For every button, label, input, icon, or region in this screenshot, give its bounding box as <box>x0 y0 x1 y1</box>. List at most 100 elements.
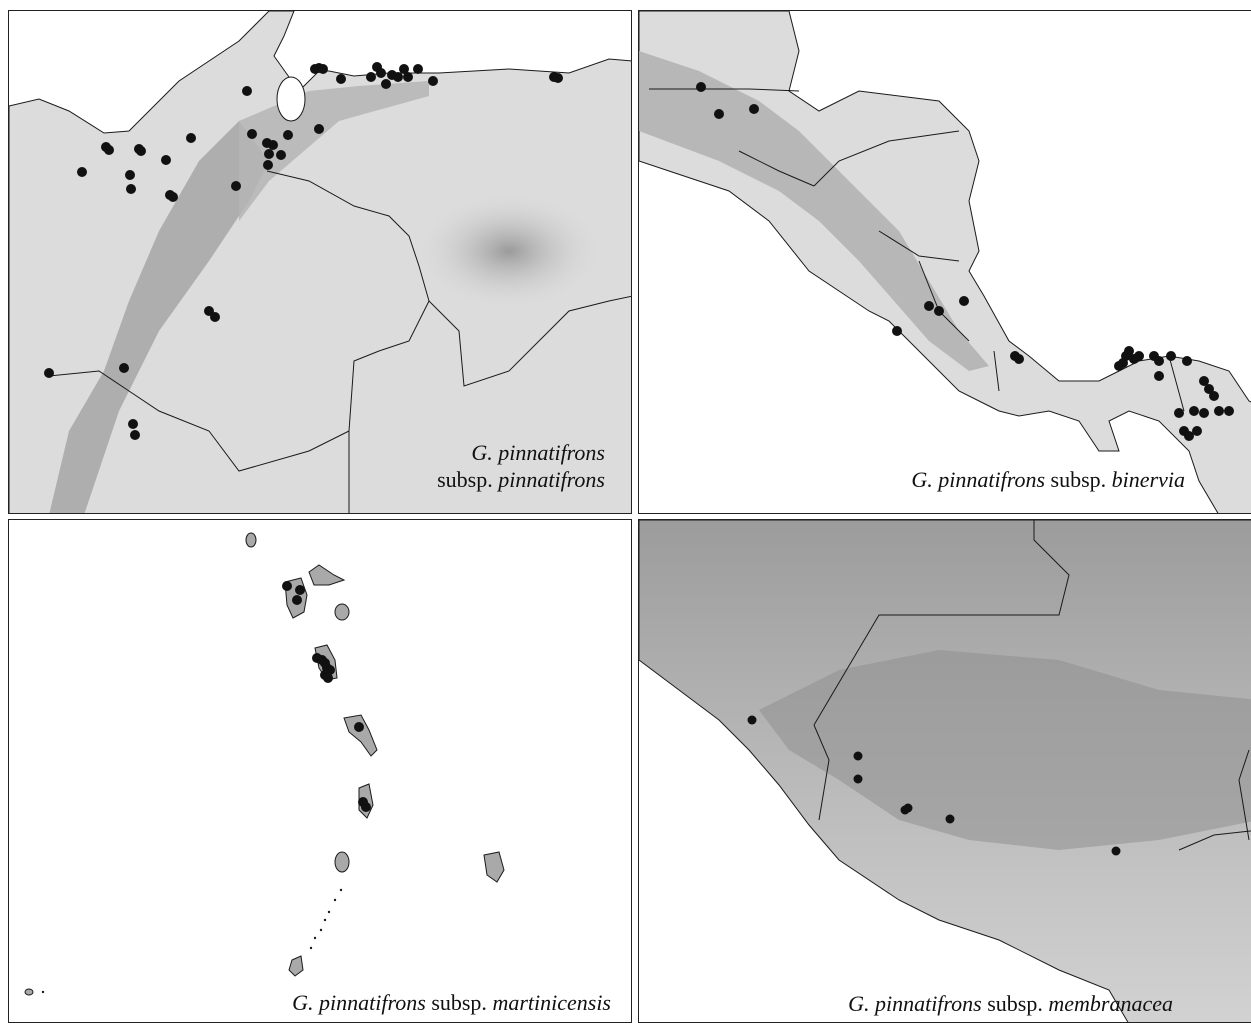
occurrence-dot <box>1192 426 1202 436</box>
occurrence-dot <box>247 129 257 139</box>
occurrence-dot <box>381 79 391 89</box>
occurrence-dot <box>376 68 386 78</box>
map-panel-martinicensis: G. pinnatifrons subsp. martinicensis <box>8 519 632 1023</box>
map-svg <box>639 520 1251 1022</box>
island <box>334 603 350 621</box>
map-caption: G. pinnatifrons subsp. binervia <box>911 466 1185 493</box>
occurrence-dot <box>1189 406 1199 416</box>
island <box>308 564 346 586</box>
map-svg <box>639 11 1251 513</box>
taxon-rank: subsp. <box>987 991 1043 1016</box>
occurrence-dot <box>264 149 274 159</box>
occurrence-records <box>282 581 371 812</box>
occurrence-dot <box>853 751 863 761</box>
island <box>343 714 378 757</box>
occurrence-dot <box>413 64 423 74</box>
occurrence-dot <box>1209 391 1219 401</box>
occurrence-dot <box>959 296 969 306</box>
occurrence-dot <box>128 419 138 429</box>
occurrence-dot <box>934 306 944 316</box>
occurrence-dot <box>292 595 302 605</box>
country-border <box>48 370 350 472</box>
subspecies-epithet: martinicensis <box>492 990 611 1015</box>
taxon-name: G. pinnatifrons <box>471 440 605 465</box>
occurrence-dot <box>945 814 955 824</box>
occurrence-dot <box>136 146 146 156</box>
maracaibo-lake <box>276 76 306 122</box>
occurrence-dot <box>210 312 220 322</box>
country-border <box>1178 749 1251 851</box>
occurrence-dot <box>276 150 286 160</box>
island <box>334 851 350 873</box>
occurrence-dot <box>263 160 273 170</box>
occurrence-dot <box>749 104 759 114</box>
occurrence-dot <box>428 76 438 86</box>
land-mass <box>639 11 1251 513</box>
occurrence-records <box>44 62 563 440</box>
island <box>24 988 34 996</box>
taxon-rank: subsp. <box>431 990 487 1015</box>
occurrence-dot <box>119 363 129 373</box>
subspecies-epithet: pinnatifrons <box>498 467 605 492</box>
occurrence-dot <box>714 109 724 119</box>
country-border <box>813 520 1070 726</box>
map-svg <box>9 11 631 513</box>
occurrence-dot <box>77 167 87 177</box>
taxon-name: G. pinnatifrons <box>292 990 426 1015</box>
occurrence-dot <box>393 72 403 82</box>
occurrence-dot <box>1154 356 1164 366</box>
occurrence-dot <box>399 64 409 74</box>
occurrence-records <box>747 715 1121 856</box>
occurrence-dot <box>1184 431 1194 441</box>
country-border <box>348 300 430 513</box>
map-svg <box>24 532 505 996</box>
map-panel-pinnatifrons: G. pinnatifrons subsp. pinnatifrons <box>8 10 632 514</box>
occurrence-dot <box>282 581 292 591</box>
map-panel-binervia: G. pinnatifrons subsp. binervia <box>638 10 1251 514</box>
occurrence-records <box>696 82 1234 441</box>
occurrence-dot <box>1134 351 1144 361</box>
occurrence-dot <box>186 133 196 143</box>
occurrence-dot <box>1204 384 1214 394</box>
taxon-name: G. pinnatifrons <box>848 991 982 1016</box>
occurrence-dot <box>1174 408 1184 418</box>
taxon-name: G. pinnatifrons <box>911 467 1046 492</box>
occurrence-dot <box>1182 356 1192 366</box>
taxon-rank: subsp. <box>437 467 493 492</box>
occurrence-dot <box>747 715 757 725</box>
occurrence-dot <box>892 326 902 336</box>
occurrence-dot <box>336 74 346 84</box>
island <box>483 851 505 883</box>
occurrence-dot <box>1199 408 1209 418</box>
guiana-highlands <box>414 191 604 311</box>
occurrence-dot <box>1124 346 1134 356</box>
map-caption: G. pinnatifrons subsp. pinnatifrons <box>437 439 605 493</box>
occurrence-dot <box>361 802 371 812</box>
occurrence-dot <box>1166 351 1176 361</box>
occurrence-dot <box>314 124 324 134</box>
occurrence-dot <box>44 368 54 378</box>
occurrence-dot <box>126 184 136 194</box>
occurrence-dot <box>318 64 328 74</box>
occurrence-dot <box>1214 406 1224 416</box>
occurrence-dot <box>130 430 140 440</box>
occurrence-dot <box>354 722 364 732</box>
occurrence-dot <box>168 192 178 202</box>
occurrence-dot <box>366 72 376 82</box>
andes-relief <box>49 121 269 513</box>
map-caption: G. pinnatifrons subsp. martinicensis <box>292 989 611 1016</box>
occurrence-dot <box>553 73 563 83</box>
occurrence-dot <box>1199 376 1209 386</box>
occurrence-dot <box>104 145 114 155</box>
occurrence-dot <box>242 86 252 96</box>
occurrence-dot <box>1224 406 1234 416</box>
occurrence-dot <box>231 181 241 191</box>
taxon-rank: subsp. <box>1050 467 1107 492</box>
island <box>245 532 257 548</box>
occurrence-dot <box>1014 354 1024 364</box>
map-panel-membranacea: G. pinnatifrons subsp. membranacea <box>638 519 1251 1023</box>
occurrence-dot <box>1111 846 1121 856</box>
occurrence-dot <box>295 585 305 595</box>
map-caption: G. pinnatifrons subsp. membranacea <box>848 990 1173 1017</box>
occurrence-dot <box>696 82 706 92</box>
